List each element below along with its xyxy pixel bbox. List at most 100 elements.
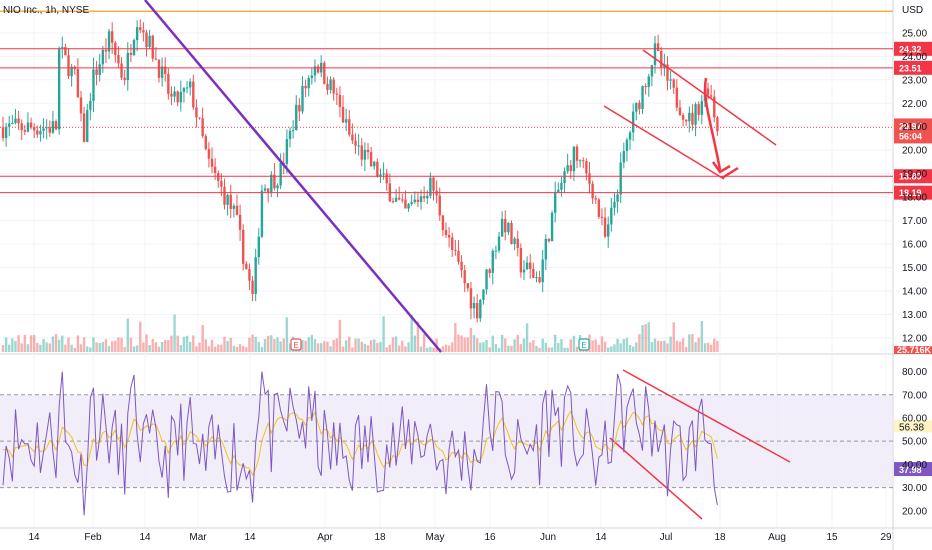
candle-body: [64, 47, 67, 56]
candle-body: [422, 196, 426, 199]
candle-body: [160, 66, 164, 78]
volume-bar: [394, 336, 398, 352]
candle-body: [541, 259, 544, 283]
time-tick-label: Aug: [768, 532, 786, 543]
volume-bar: [223, 336, 226, 352]
candle-body: [195, 107, 198, 118]
candle-body: [550, 212, 554, 242]
volume-bar: [460, 335, 463, 352]
candle-body: [57, 48, 61, 130]
volume-bar: [494, 344, 498, 352]
volume-bar: [404, 346, 407, 352]
candle-body: [23, 130, 27, 132]
candle-body: [594, 198, 597, 200]
volume-bar: [451, 342, 454, 352]
candle-body: [20, 123, 23, 131]
candle-body: [120, 63, 123, 78]
price-tick-label: 20.00: [902, 146, 927, 157]
candle-body: [466, 283, 470, 289]
candle-body: [139, 27, 142, 31]
earnings-marker: [578, 338, 590, 351]
candle-body: [500, 218, 504, 237]
purple-trendline: [144, 0, 442, 353]
candle-body: [613, 201, 616, 208]
volume-bar: [235, 346, 239, 352]
volume-bar: [666, 343, 669, 352]
candle-body: [675, 87, 679, 108]
volume-bar: [672, 322, 675, 352]
volume-bar: [26, 344, 30, 352]
candle-body: [519, 247, 523, 273]
volume-bar: [170, 335, 173, 352]
volume-bar: [709, 344, 713, 352]
volume-bar: [354, 338, 357, 352]
volume-bar: [326, 341, 329, 352]
volume-bar: [282, 338, 285, 352]
volume-bar: [79, 344, 83, 352]
candle-body: [522, 269, 526, 273]
candle-body: [257, 236, 261, 258]
candle-body: [29, 122, 33, 128]
volume-bar: [650, 342, 654, 352]
volume-bar: [600, 336, 604, 352]
candle-body: [335, 93, 339, 95]
level-badge-label: 18.19: [899, 188, 922, 198]
volume-bar: [475, 338, 479, 352]
candle-body: [251, 280, 254, 294]
time-tick-label: 29: [880, 532, 892, 543]
candle-body: [17, 118, 20, 124]
candle-body: [416, 199, 420, 202]
candle-body: [54, 121, 58, 130]
rsi-lines: [2, 371, 718, 516]
volume-bar: [522, 338, 526, 352]
volume-bar: [207, 346, 211, 352]
time-tick-label: 15: [826, 532, 838, 543]
candle-body: [553, 191, 557, 213]
candle-body: [716, 117, 719, 132]
volume-bar: [597, 344, 601, 352]
volume-bar: [416, 321, 420, 352]
volume-bar: [525, 323, 529, 352]
volume-bar: [463, 337, 466, 352]
volume-bar: [154, 342, 158, 352]
level-badge-label: 18.89: [899, 172, 922, 182]
candle-body: [491, 250, 494, 273]
candle-body: [192, 81, 195, 108]
candle-body: [348, 119, 351, 135]
candle-body: [176, 91, 179, 103]
candle-body: [588, 173, 591, 184]
candle-body: [475, 302, 479, 319]
volume-bar: [42, 339, 45, 352]
candle-body: [89, 100, 92, 110]
volume-bar: [39, 344, 42, 352]
volume-bar: [167, 340, 170, 352]
volume-bar: [148, 345, 151, 352]
volume-bar: [14, 340, 17, 352]
candle-body: [438, 195, 441, 216]
volume-bar: [422, 334, 426, 352]
candle-body: [557, 189, 560, 192]
volume-bar: [226, 340, 229, 352]
candle-body: [507, 222, 510, 233]
volume-bar: [185, 335, 189, 352]
last-price-badge: [894, 118, 932, 144]
candle-body: [357, 145, 360, 147]
volume-bar: [313, 339, 317, 352]
candle-body: [681, 115, 685, 120]
last-price-label: 20.97: [899, 121, 922, 131]
candle-body: [497, 236, 501, 251]
price-tick-label: 18.00: [902, 193, 927, 204]
price-tick-label: 17.00: [902, 216, 927, 227]
volume-bar: [307, 337, 310, 352]
volume-bar: [553, 334, 557, 352]
volume-bar: [656, 340, 660, 352]
candle-body: [157, 59, 161, 78]
volume-bar: [472, 335, 476, 352]
candle-body: [672, 79, 675, 88]
volume-bar: [188, 341, 192, 352]
time-tick-label: Jul: [660, 532, 673, 543]
volume-bar: [491, 335, 494, 352]
